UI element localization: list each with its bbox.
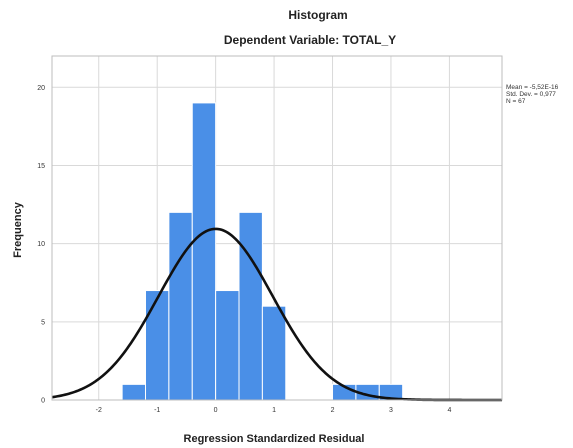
x-tick-label: 4 bbox=[447, 407, 451, 414]
histogram-bar bbox=[145, 290, 170, 401]
histogram-bar bbox=[168, 211, 193, 401]
y-tick-label: 0 bbox=[41, 398, 45, 405]
histogram-bar bbox=[238, 211, 263, 401]
plot-frame bbox=[51, 55, 503, 401]
x-tick-label: 3 bbox=[389, 407, 393, 414]
x-tick-label: 2 bbox=[331, 407, 335, 414]
histogram-bar bbox=[261, 305, 287, 401]
y-tick-label: 20 bbox=[37, 85, 45, 92]
chart-title: Histogram bbox=[288, 8, 347, 22]
x-tick-label: 0 bbox=[214, 407, 218, 414]
bars bbox=[121, 102, 404, 401]
x-tick-label: -1 bbox=[154, 407, 160, 414]
x-axis-ticks: -2 -1 0 1 2 3 4 bbox=[96, 407, 452, 414]
y-tick-label: 15 bbox=[37, 163, 45, 170]
y-axis-ticks: 0 5 10 15 20 bbox=[37, 85, 45, 405]
chart-subtitle: Dependent Variable: TOTAL_Y bbox=[224, 33, 396, 47]
x-tick-label: 1 bbox=[272, 407, 276, 414]
x-tick-label: -2 bbox=[96, 407, 102, 414]
histogram-bar bbox=[121, 383, 147, 401]
histogram-bar bbox=[215, 290, 240, 401]
y-axis-title: Frequency bbox=[12, 201, 24, 258]
y-tick-label: 5 bbox=[41, 319, 45, 326]
stats-box: Mean = -5,52E-16 Std. Dev. = 0,977 N = 6… bbox=[506, 84, 559, 105]
y-tick-label: 10 bbox=[37, 241, 45, 248]
x-axis-title: Regression Standardized Residual bbox=[184, 433, 365, 445]
stats-std-dev: Std. Dev. = 0,977 bbox=[506, 91, 556, 98]
histogram-bar bbox=[191, 102, 217, 401]
stats-mean: Mean = -5,52E-16 bbox=[506, 84, 559, 91]
stats-n: N = 67 bbox=[506, 98, 526, 105]
